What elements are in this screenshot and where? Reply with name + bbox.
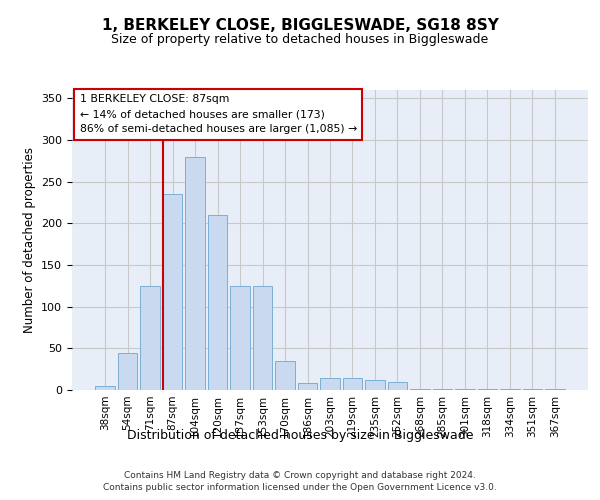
Bar xyxy=(478,389,497,390)
Bar xyxy=(140,286,160,390)
Bar xyxy=(275,361,295,390)
Bar xyxy=(230,286,250,390)
Bar xyxy=(208,215,227,390)
Bar xyxy=(253,286,272,390)
Bar xyxy=(433,389,452,390)
Bar xyxy=(388,382,407,390)
Bar xyxy=(298,384,317,390)
Bar xyxy=(163,194,182,390)
Text: Contains public sector information licensed under the Open Government Licence v3: Contains public sector information licen… xyxy=(103,483,497,492)
Bar xyxy=(118,354,137,390)
Text: Contains HM Land Registry data © Crown copyright and database right 2024.: Contains HM Land Registry data © Crown c… xyxy=(124,470,476,480)
Y-axis label: Number of detached properties: Number of detached properties xyxy=(23,147,35,333)
Bar xyxy=(410,389,430,390)
Bar xyxy=(365,380,385,390)
Bar xyxy=(95,386,115,390)
Text: 1 BERKELEY CLOSE: 87sqm
← 14% of detached houses are smaller (173)
86% of semi-d: 1 BERKELEY CLOSE: 87sqm ← 14% of detache… xyxy=(80,94,357,134)
Text: Distribution of detached houses by size in Biggleswade: Distribution of detached houses by size … xyxy=(127,428,473,442)
Bar xyxy=(500,389,520,390)
Text: 1, BERKELEY CLOSE, BIGGLESWADE, SG18 8SY: 1, BERKELEY CLOSE, BIGGLESWADE, SG18 8SY xyxy=(101,18,499,32)
Bar xyxy=(455,389,475,390)
Bar xyxy=(343,378,362,390)
Bar xyxy=(320,378,340,390)
Bar xyxy=(545,389,565,390)
Bar xyxy=(185,156,205,390)
Bar xyxy=(523,389,542,390)
Text: Size of property relative to detached houses in Biggleswade: Size of property relative to detached ho… xyxy=(112,32,488,46)
